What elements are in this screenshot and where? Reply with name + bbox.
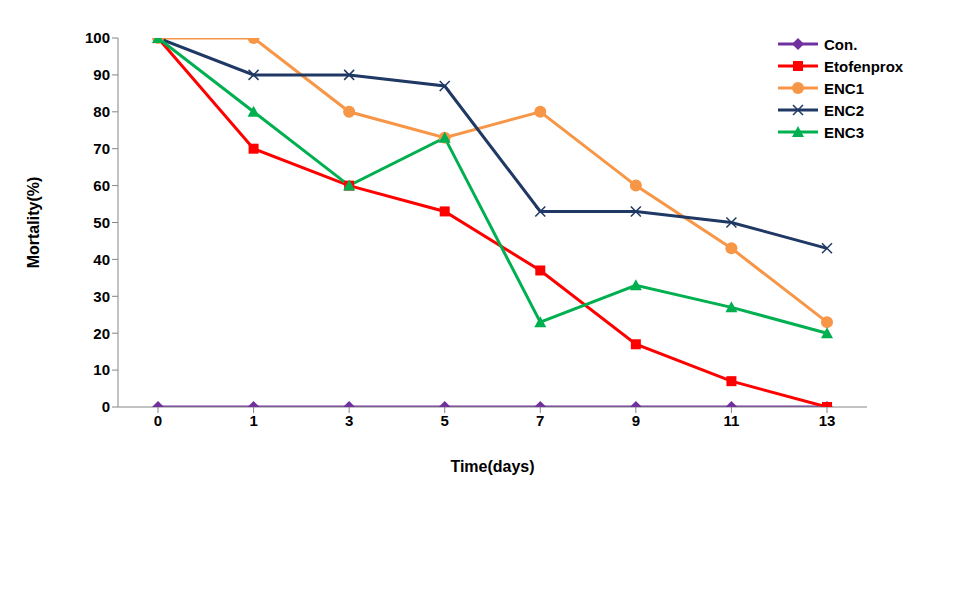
svg-text:40: 40 — [93, 251, 110, 268]
html-text:ENC3: ENC3 — [824, 123, 864, 141]
svg-text:20: 20 — [93, 325, 110, 342]
svg-text:13: 13 — [819, 412, 836, 429]
svg-text:11: 11 — [723, 412, 739, 429]
svg-text:60: 60 — [93, 177, 110, 194]
svg-text:30: 30 — [93, 288, 110, 305]
svg-text:90: 90 — [93, 66, 110, 83]
html-text:Con.: Con. — [824, 35, 858, 53]
svg-text:0: 0 — [102, 398, 110, 415]
svg-text:50: 50 — [93, 214, 110, 231]
svg-text:Mortality(%): Mortality(%) — [25, 177, 42, 269]
svg-text:80: 80 — [93, 103, 110, 120]
svg-text:5: 5 — [441, 412, 449, 429]
html-text:ENC1: ENC1 — [824, 79, 864, 97]
svg-text:0: 0 — [154, 412, 162, 429]
svg-text:3: 3 — [345, 412, 353, 429]
svg-text:100: 100 — [85, 29, 110, 46]
svg-text:10: 10 — [93, 361, 110, 378]
html-text:ENC2: ENC2 — [824, 101, 864, 119]
svg-text:Time(days): Time(days) — [450, 458, 534, 475]
svg-text:9: 9 — [632, 412, 640, 429]
svg-text:1: 1 — [249, 412, 257, 429]
svg-text:70: 70 — [93, 140, 110, 157]
svg-text:7: 7 — [536, 412, 544, 429]
html-text:Etofenprox: Etofenprox — [824, 57, 904, 75]
